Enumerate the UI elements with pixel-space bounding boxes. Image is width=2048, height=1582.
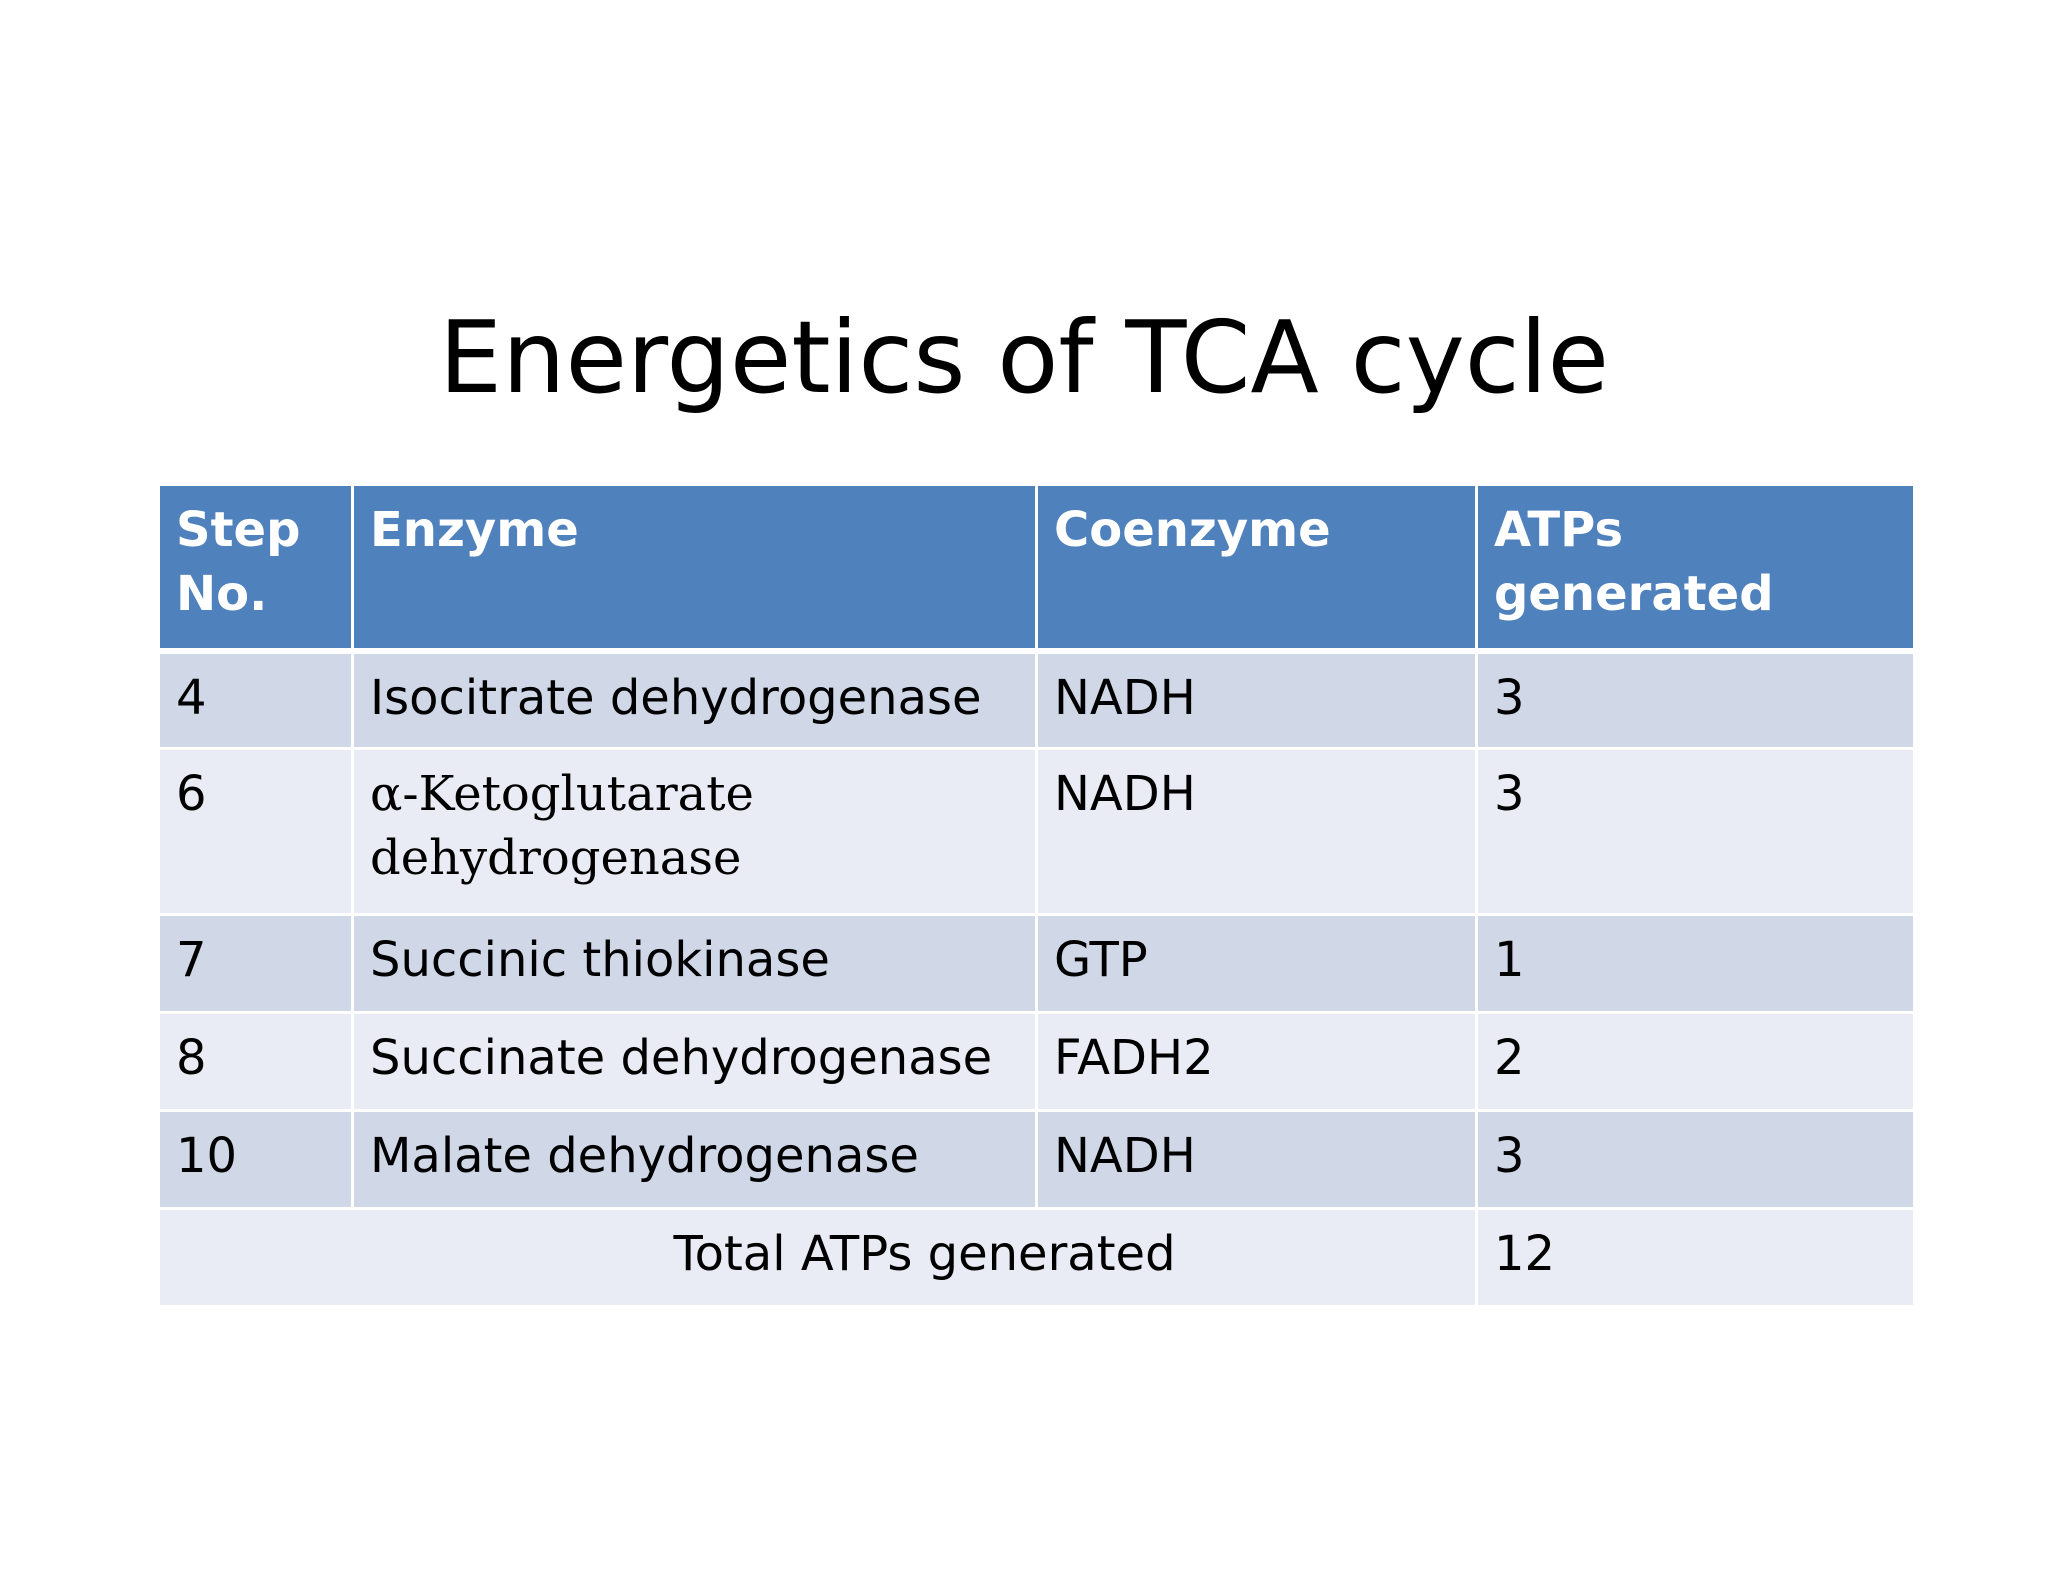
table-row: 6 α-Ketoglutarate dehydrogenase NADH 3 xyxy=(157,747,1916,916)
cell-coenzyme: NADH xyxy=(1035,1109,1478,1210)
cell-coenzyme: GTP xyxy=(1035,913,1478,1014)
cell-atps: 2 xyxy=(1475,1011,1916,1112)
slide-title: Energetics of TCA cycle xyxy=(438,299,1610,416)
header-step-no: Step No. xyxy=(157,483,354,654)
cell-step: 6 xyxy=(157,747,354,916)
energetics-table: Step No. Enzyme Coenzyme ATPs generated … xyxy=(157,483,1916,1308)
cell-enzyme: Succinic thiokinase xyxy=(351,913,1038,1014)
cell-coenzyme: NADH xyxy=(1035,649,1478,750)
cell-step: 4 xyxy=(157,649,354,750)
cell-atps: 3 xyxy=(1475,1109,1916,1210)
header-atps-generated: ATPs generated xyxy=(1475,483,1916,654)
cell-atps: 1 xyxy=(1475,913,1916,1014)
cell-enzyme: α-Ketoglutarate dehydrogenase xyxy=(351,747,1038,916)
cell-coenzyme: FADH2 xyxy=(1035,1011,1478,1112)
table-row: 4 Isocitrate dehydrogenase NADH 3 xyxy=(157,649,1916,750)
cell-step: 7 xyxy=(157,913,354,1014)
cell-enzyme: Succinate dehydrogenase xyxy=(351,1011,1038,1112)
table-row: 7 Succinic thiokinase GTP 1 xyxy=(157,913,1916,1014)
cell-enzyme: Isocitrate dehydrogenase xyxy=(351,649,1038,750)
header-coenzyme: Coenzyme xyxy=(1035,483,1478,654)
cell-atps: 3 xyxy=(1475,649,1916,750)
cell-step: 10 xyxy=(157,1109,354,1210)
total-value: 12 xyxy=(1475,1207,1916,1308)
total-row: Total ATPs generated 12 xyxy=(157,1207,1916,1308)
table-row: 8 Succinate dehydrogenase FADH2 2 xyxy=(157,1011,1916,1112)
total-label: Total ATPs generated xyxy=(157,1207,1478,1308)
table-header-row: Step No. Enzyme Coenzyme ATPs generated xyxy=(157,483,1916,654)
cell-atps: 3 xyxy=(1475,747,1916,916)
table-row: 10 Malate dehydrogenase NADH 3 xyxy=(157,1109,1916,1210)
cell-enzyme: Malate dehydrogenase xyxy=(351,1109,1038,1210)
header-enzyme: Enzyme xyxy=(351,483,1038,654)
cell-step: 8 xyxy=(157,1011,354,1112)
cell-coenzyme: NADH xyxy=(1035,747,1478,916)
